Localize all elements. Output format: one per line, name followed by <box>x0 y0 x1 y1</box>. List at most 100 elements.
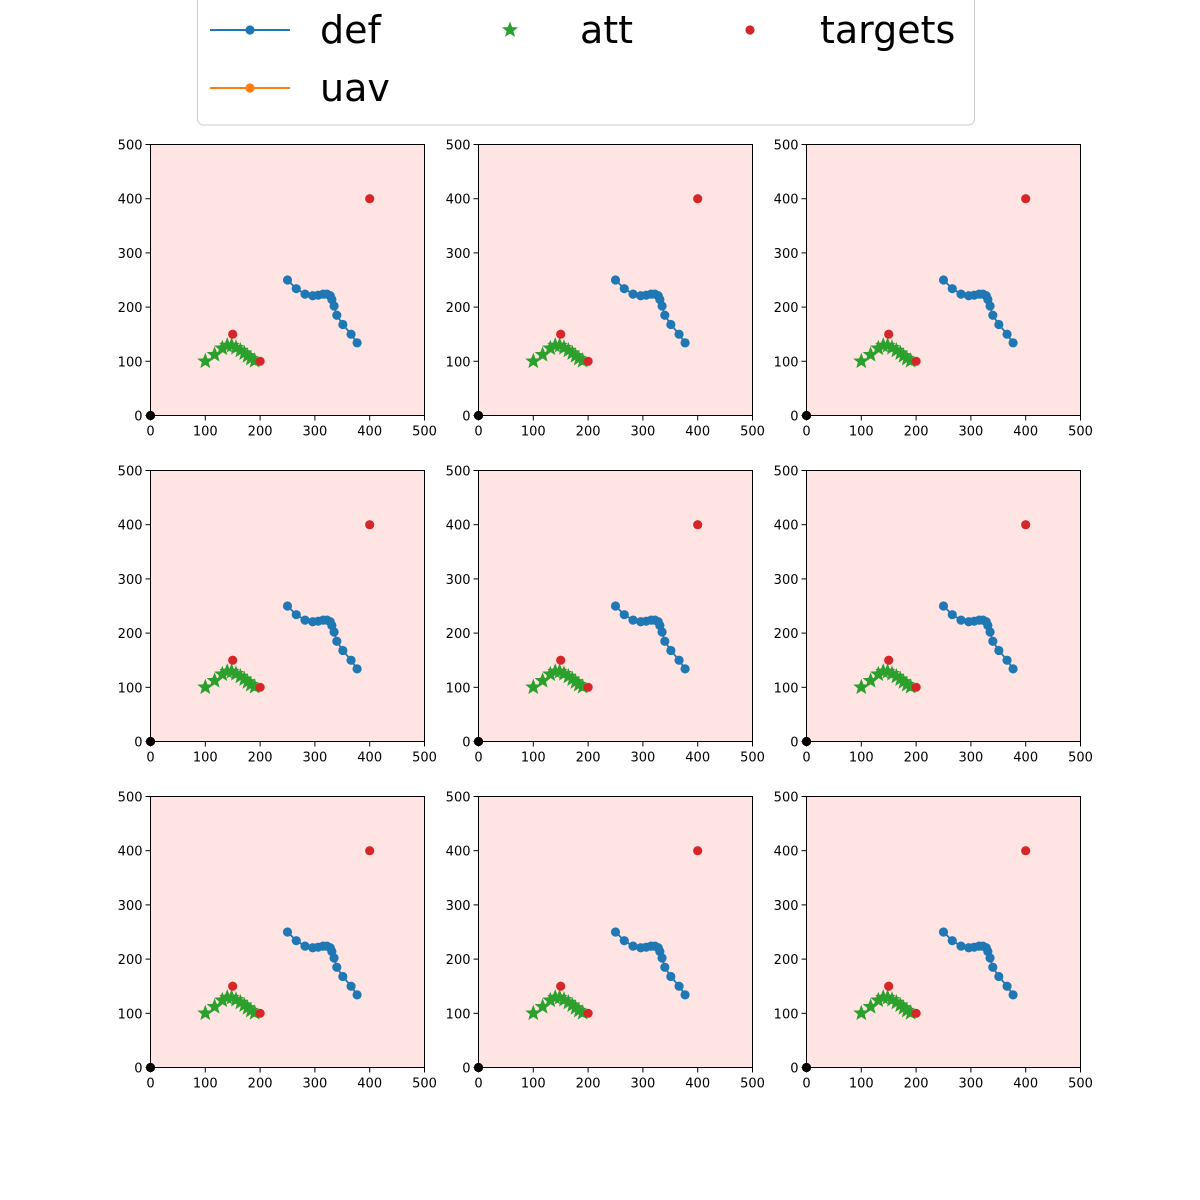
y-tick-label: 300 <box>446 899 471 914</box>
x-tick-label: 200 <box>904 751 929 766</box>
def-point <box>628 941 638 951</box>
att-point <box>567 673 584 689</box>
subplot-3: 0 100 200 300 400 500 0 100 200 300 400 500 <box>774 139 1093 440</box>
def-point <box>657 627 667 637</box>
y-tick-label: 200 <box>446 301 471 316</box>
x-tick-label: 0 <box>802 1077 810 1092</box>
def-point <box>338 971 348 982</box>
x-tick-label: 500 <box>1068 425 1093 440</box>
y-tick-label: 100 <box>774 681 799 696</box>
att-point <box>574 1004 591 1020</box>
def-point <box>329 953 339 963</box>
def-point <box>332 962 342 972</box>
axes-frame <box>806 144 1081 416</box>
att-point <box>870 339 887 356</box>
x-tick-label: 500 <box>412 425 437 440</box>
y-tick-label: 100 <box>774 1007 799 1022</box>
y-tick-label: 400 <box>118 845 143 860</box>
def-point <box>666 319 676 330</box>
def-point <box>610 601 621 611</box>
series-def <box>282 601 362 674</box>
subplot-7: 0 100 200 300 400 500 0 100 200 300 400 500 <box>118 791 437 1092</box>
legend-swatch-dot <box>745 25 755 35</box>
targets-point <box>1021 846 1031 856</box>
series-targets <box>884 846 1031 1018</box>
def-point <box>329 301 339 311</box>
att-point <box>570 1002 587 1018</box>
y-tick-label: 100 <box>446 355 471 370</box>
y-tick-label: 500 <box>446 791 471 806</box>
att-point <box>888 993 905 1010</box>
y-tick-label: 100 <box>118 681 143 696</box>
axes-frame <box>806 470 1081 742</box>
att-point <box>232 341 249 358</box>
targets-point <box>583 1008 593 1018</box>
def-point <box>338 319 348 330</box>
legend: def att targets uav <box>197 0 975 126</box>
att-point <box>236 344 253 361</box>
targets-point <box>693 846 703 856</box>
def-point <box>291 610 301 620</box>
targets-point <box>583 682 593 692</box>
data-layer <box>473 520 703 747</box>
att-point <box>223 337 240 353</box>
y-tick-label: 0 <box>462 736 470 751</box>
att-point <box>895 999 912 1015</box>
y-tick-label: 200 <box>446 627 471 642</box>
axes-frame <box>150 796 425 1068</box>
x-tick-label: 300 <box>302 751 327 766</box>
def-point <box>332 310 342 320</box>
att-point <box>862 346 879 362</box>
def-point <box>674 655 684 665</box>
def-point <box>332 636 342 646</box>
att-point <box>214 665 231 682</box>
att-point <box>862 998 879 1014</box>
def-point <box>352 664 362 674</box>
y-tick-label: 300 <box>774 247 799 262</box>
def-point <box>610 275 621 285</box>
x-tick-label: 300 <box>958 751 983 766</box>
y-tick-label: 200 <box>774 627 799 642</box>
targets-point <box>583 356 593 366</box>
y-tick-label: 400 <box>446 193 471 208</box>
att-point <box>246 1004 263 1020</box>
x-tick-label: 500 <box>740 751 765 766</box>
def-point <box>660 310 670 320</box>
series-def <box>610 275 690 348</box>
x-tick-label: 0 <box>802 425 810 440</box>
def-point <box>994 971 1004 982</box>
targets-point <box>228 655 238 665</box>
att-point <box>879 989 896 1005</box>
att-point <box>236 996 253 1013</box>
targets-point <box>556 981 566 991</box>
att-point <box>246 352 263 368</box>
att-point <box>214 339 231 356</box>
x-tick-label: 0 <box>146 425 154 440</box>
targets-point <box>255 1008 265 1018</box>
targets-point <box>556 329 566 339</box>
def-point <box>300 615 310 625</box>
def-point <box>282 927 293 937</box>
att-point <box>883 665 901 681</box>
y-tick-label: 200 <box>774 953 799 968</box>
series-def <box>938 275 1018 348</box>
def-point <box>956 615 966 625</box>
y-tick-label: 400 <box>774 193 799 208</box>
x-tick-label: 300 <box>958 425 983 440</box>
subplot-8: 0 100 200 300 400 500 0 100 200 300 400 500 <box>446 791 765 1092</box>
def-point <box>657 301 667 311</box>
att-point <box>574 678 591 694</box>
att-point <box>902 678 919 694</box>
x-tick-label: 0 <box>146 1077 154 1092</box>
x-tick-label: 100 <box>193 1077 218 1092</box>
att-point <box>214 991 231 1008</box>
y-tick-label: 200 <box>446 953 471 968</box>
att-point <box>895 673 912 689</box>
def-point <box>988 636 998 646</box>
y-tick-label: 0 <box>462 410 470 425</box>
y-tick-label: 0 <box>790 736 798 751</box>
att-point <box>560 667 577 684</box>
y-tick-label: 0 <box>790 1062 798 1077</box>
y-tick-label: 500 <box>118 791 143 806</box>
def-point <box>329 627 339 637</box>
